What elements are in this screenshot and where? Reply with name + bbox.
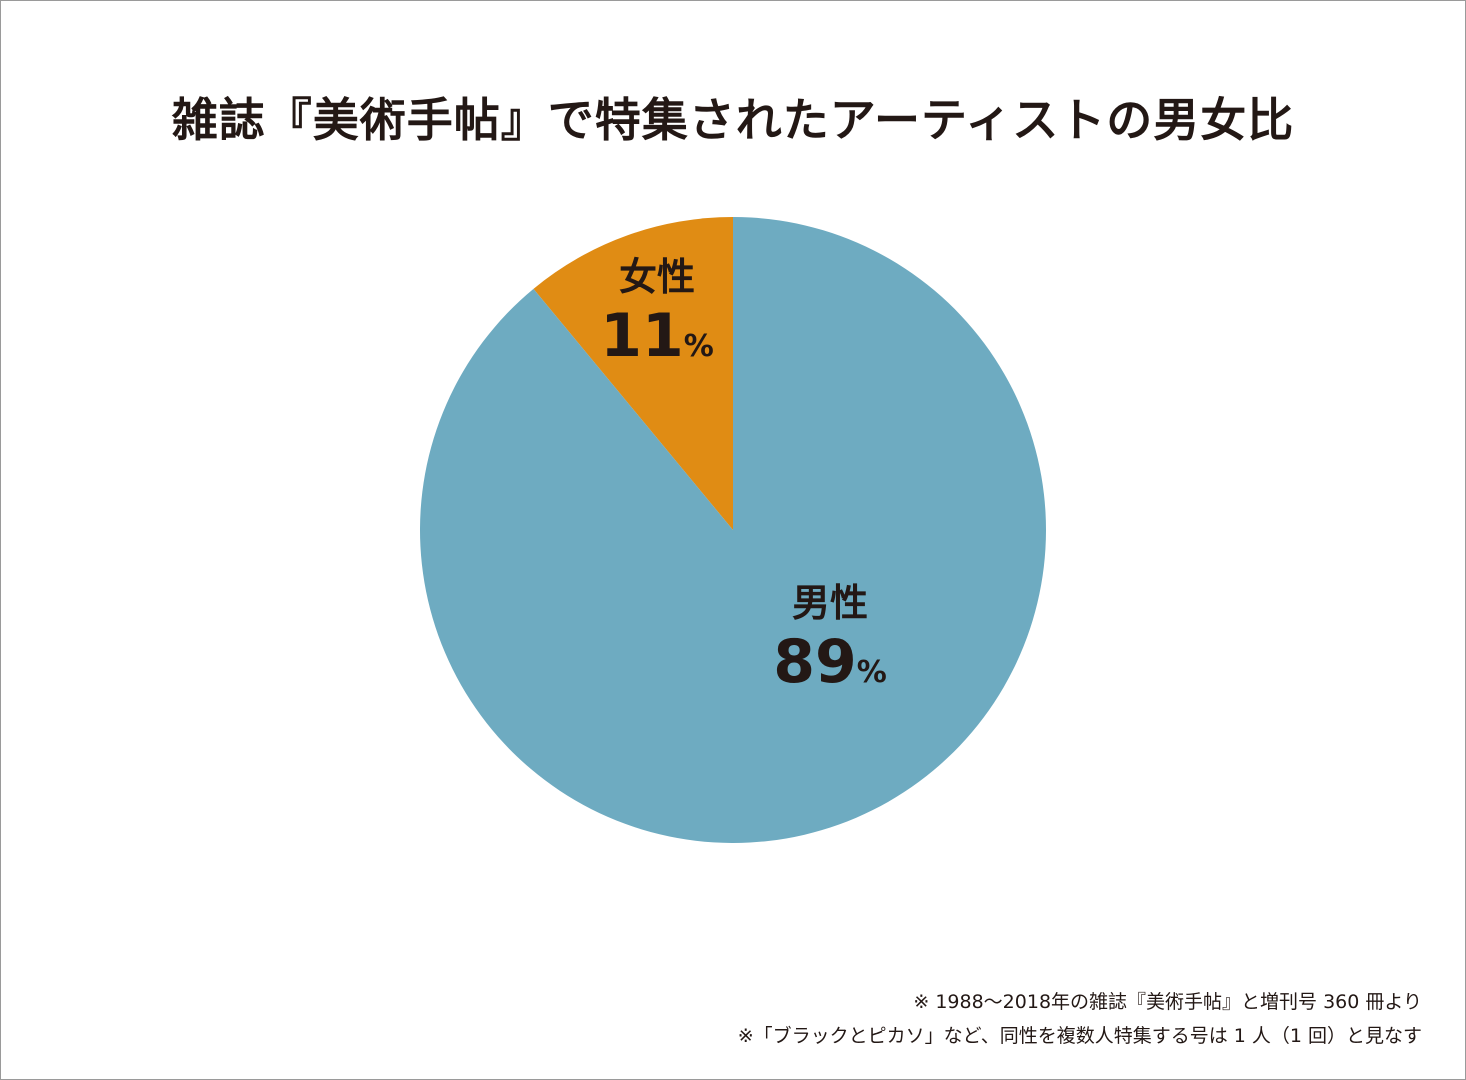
footnotes: ※ 1988〜2018年の雑誌『美術手帖』と増刊号 360 冊より ※「ブラック…	[738, 985, 1422, 1053]
chart-title: 雑誌『美術手帖』で特集されたアーティストの男女比	[171, 93, 1295, 147]
slice-number-female: 11	[600, 301, 684, 371]
slice-value-female: 11%	[600, 300, 714, 383]
slice-name-female: 女性	[618, 255, 695, 299]
slice-unit-female: %	[683, 329, 714, 364]
footnote-source: ※ 1988〜2018年の雑誌『美術手帖』と増刊号 360 冊より	[913, 991, 1422, 1013]
slice-number-male: 89	[773, 627, 857, 697]
slice-unit-male: %	[856, 655, 887, 690]
pie-slice-female	[533, 217, 733, 530]
slice-label-male: 男性 89%	[773, 580, 887, 709]
pie-slice-male	[419, 217, 1046, 844]
slice-name-male: 男性	[791, 581, 868, 625]
slice-value-male: 89%	[773, 626, 887, 709]
footnote-method: ※「ブラックとピカソ」など、同性を複数人特集する号は 1 人（1 回）と見なす	[737, 1025, 1422, 1047]
slice-label-female: 女性 11%	[600, 254, 714, 383]
